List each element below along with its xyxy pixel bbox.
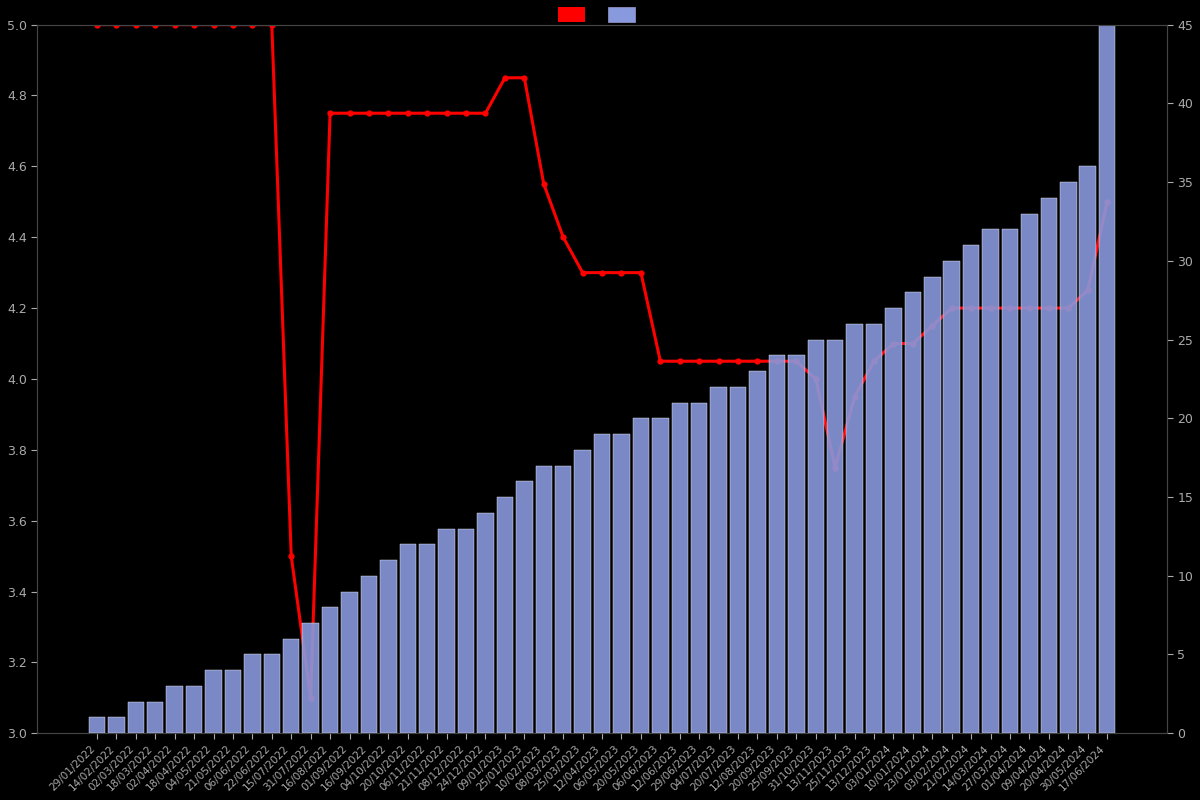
Bar — [672, 402, 688, 734]
Bar — [575, 450, 590, 734]
Bar — [186, 686, 203, 734]
Bar — [244, 654, 260, 734]
Bar — [322, 607, 338, 734]
Bar — [613, 434, 630, 734]
Bar — [886, 308, 901, 734]
Bar — [749, 371, 766, 734]
Bar — [1021, 214, 1038, 734]
Bar — [302, 623, 319, 734]
Bar — [497, 497, 514, 734]
Bar — [827, 339, 844, 734]
Bar — [1040, 198, 1057, 734]
Bar — [516, 482, 533, 734]
Bar — [554, 466, 571, 734]
Bar — [478, 513, 493, 734]
Bar — [632, 418, 649, 734]
Bar — [458, 529, 474, 734]
Bar — [962, 245, 979, 734]
Bar — [264, 654, 280, 734]
Bar — [652, 418, 668, 734]
Bar — [380, 560, 397, 734]
Bar — [808, 339, 824, 734]
Bar — [89, 718, 106, 734]
Bar — [361, 576, 377, 734]
Bar — [224, 670, 241, 734]
Bar — [1080, 166, 1096, 734]
Bar — [535, 466, 552, 734]
Bar — [594, 434, 611, 734]
Bar — [924, 277, 941, 734]
Bar — [865, 324, 882, 734]
Bar — [943, 261, 960, 734]
Bar — [127, 702, 144, 734]
Bar — [769, 355, 785, 734]
Bar — [710, 387, 727, 734]
Legend: , : , — [553, 3, 650, 26]
Bar — [146, 702, 163, 734]
Bar — [905, 292, 922, 734]
Bar — [167, 686, 182, 734]
Bar — [108, 718, 125, 734]
Bar — [438, 529, 455, 734]
Bar — [730, 387, 746, 734]
Bar — [788, 355, 804, 734]
Bar — [1002, 230, 1019, 734]
Bar — [283, 638, 300, 734]
Bar — [1099, 25, 1116, 734]
Bar — [846, 324, 863, 734]
Bar — [691, 402, 708, 734]
Bar — [419, 544, 436, 734]
Bar — [205, 670, 222, 734]
Bar — [341, 591, 358, 734]
Bar — [400, 544, 416, 734]
Bar — [1060, 182, 1076, 734]
Bar — [983, 230, 998, 734]
